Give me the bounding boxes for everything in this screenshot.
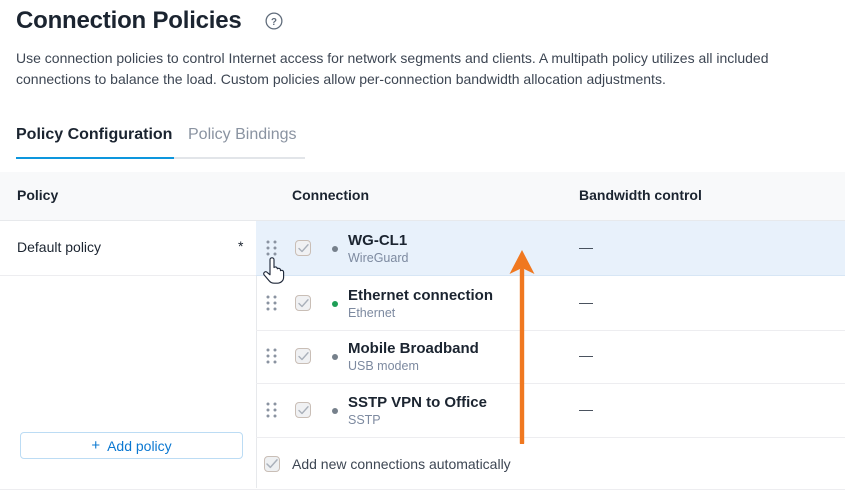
svg-text:?: ? <box>271 17 277 28</box>
